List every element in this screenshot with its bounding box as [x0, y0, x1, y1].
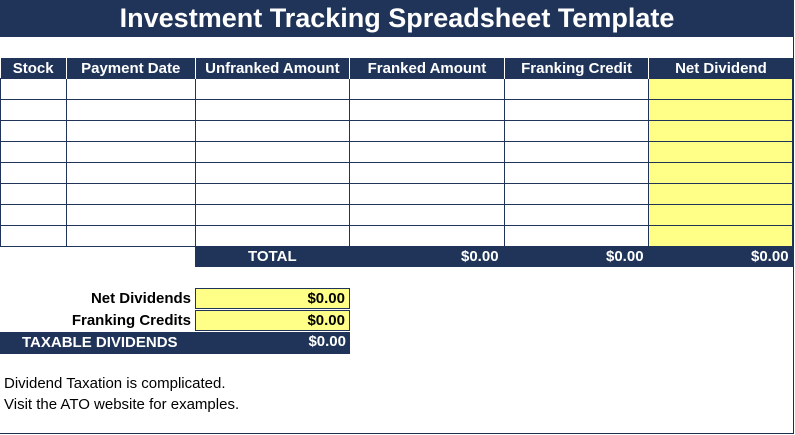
- franking-credit-cell[interactable]: [503, 183, 650, 205]
- franked-amount-cell[interactable]: [349, 183, 505, 205]
- unfranked-amount-cell[interactable]: [194, 120, 351, 142]
- unfranked-amount-cell[interactable]: [194, 141, 351, 163]
- note-line-2: Visit the ATO website for examples.: [4, 396, 240, 413]
- stock-cell[interactable]: [0, 183, 67, 205]
- note-line-1: Dividend Taxation is complicated.: [4, 375, 226, 392]
- franking-credit-cell[interactable]: [503, 99, 650, 121]
- unfranked-amount-cell[interactable]: [194, 183, 351, 205]
- header-row: Stock Payment Date Unfranked Amount Fran…: [0, 58, 793, 79]
- net-dividend-cell[interactable]: [648, 78, 793, 100]
- unfranked-amount-cell[interactable]: [194, 225, 351, 247]
- total-label: TOTAL: [248, 248, 297, 265]
- franking-credit-cell[interactable]: [503, 120, 650, 142]
- franked-amount-cell[interactable]: [349, 78, 505, 100]
- net-dividend-cell[interactable]: [648, 204, 793, 226]
- net-dividend-cell[interactable]: [648, 141, 793, 163]
- table-body: [0, 78, 793, 247]
- franking-credit-cell[interactable]: [503, 204, 650, 226]
- col-header-unfranked-amount[interactable]: Unfranked Amount: [194, 58, 350, 79]
- summary-franking-credits-row: Franking Credits $0.00: [0, 310, 350, 332]
- taxable-dividends-value[interactable]: $0.00: [308, 333, 346, 350]
- franked-amount-cell[interactable]: [349, 99, 505, 121]
- col-header-payment-date[interactable]: Payment Date: [65, 58, 196, 79]
- stock-cell[interactable]: [0, 204, 67, 226]
- col-header-stock[interactable]: Stock: [0, 58, 67, 79]
- franking-credits-value[interactable]: $0.00: [195, 310, 350, 331]
- net-dividend-cell[interactable]: [648, 162, 793, 184]
- table-row: [0, 99, 793, 121]
- dividend-table: Stock Payment Date Unfranked Amount Fran…: [0, 58, 793, 247]
- franking-credit-cell[interactable]: [503, 141, 650, 163]
- franking-credit-cell[interactable]: [503, 162, 650, 184]
- unfranked-amount-cell[interactable]: [194, 162, 351, 184]
- table-row: [0, 162, 793, 184]
- table-row: [0, 183, 793, 205]
- payment-date-cell[interactable]: [65, 162, 196, 184]
- franked-amount-cell[interactable]: [349, 141, 505, 163]
- franking-credit-cell[interactable]: [503, 225, 650, 247]
- taxable-dividends-label: TAXABLE DIVIDENDS: [22, 334, 178, 351]
- payment-date-cell[interactable]: [65, 99, 196, 121]
- col-header-net-dividend[interactable]: Net Dividend: [648, 58, 793, 79]
- net-dividend-cell[interactable]: [648, 183, 793, 205]
- totals-row: TOTAL $0.00 $0.00 $0.00: [195, 246, 794, 267]
- net-dividend-cell[interactable]: [648, 225, 793, 247]
- franking-credits-label: Franking Credits: [71, 312, 191, 329]
- franked-amount-cell[interactable]: [349, 225, 505, 247]
- payment-date-cell[interactable]: [65, 225, 196, 247]
- net-dividends-value[interactable]: $0.00: [195, 288, 350, 309]
- summary-taxable-row: TAXABLE DIVIDENDS $0.00: [0, 332, 350, 354]
- stock-cell[interactable]: [0, 225, 67, 247]
- total-franked-amount[interactable]: $0.00: [461, 248, 499, 265]
- payment-date-cell[interactable]: [65, 78, 196, 100]
- table-row: [0, 141, 793, 163]
- franked-amount-cell[interactable]: [349, 120, 505, 142]
- col-header-franked-amount[interactable]: Franked Amount: [349, 58, 505, 79]
- table-row: [0, 78, 793, 100]
- col-header-franking-credit[interactable]: Franking Credit: [503, 58, 649, 79]
- unfranked-amount-cell[interactable]: [194, 204, 351, 226]
- unfranked-amount-cell[interactable]: [194, 99, 351, 121]
- unfranked-amount-cell[interactable]: [194, 78, 351, 100]
- total-net-dividend[interactable]: $0.00: [751, 248, 789, 265]
- payment-date-cell[interactable]: [65, 120, 196, 142]
- net-dividend-cell[interactable]: [648, 120, 793, 142]
- stock-cell[interactable]: [0, 99, 67, 121]
- total-franking-credit[interactable]: $0.00: [606, 248, 644, 265]
- franked-amount-cell[interactable]: [349, 162, 505, 184]
- payment-date-cell[interactable]: [65, 204, 196, 226]
- sheet-title: Investment Tracking Spreadsheet Template: [0, 0, 794, 37]
- stock-cell[interactable]: [0, 162, 67, 184]
- table-row: [0, 204, 793, 226]
- stock-cell[interactable]: [0, 120, 67, 142]
- payment-date-cell[interactable]: [65, 183, 196, 205]
- payment-date-cell[interactable]: [65, 141, 196, 163]
- table-row: [0, 120, 793, 142]
- net-dividends-label: Net Dividends: [90, 290, 191, 307]
- stock-cell[interactable]: [0, 141, 67, 163]
- summary-net-dividends-row: Net Dividends $0.00: [0, 288, 350, 310]
- franked-amount-cell[interactable]: [349, 204, 505, 226]
- stock-cell[interactable]: [0, 78, 67, 100]
- table-row: [0, 225, 793, 247]
- net-dividend-cell[interactable]: [648, 99, 793, 121]
- franking-credit-cell[interactable]: [503, 78, 650, 100]
